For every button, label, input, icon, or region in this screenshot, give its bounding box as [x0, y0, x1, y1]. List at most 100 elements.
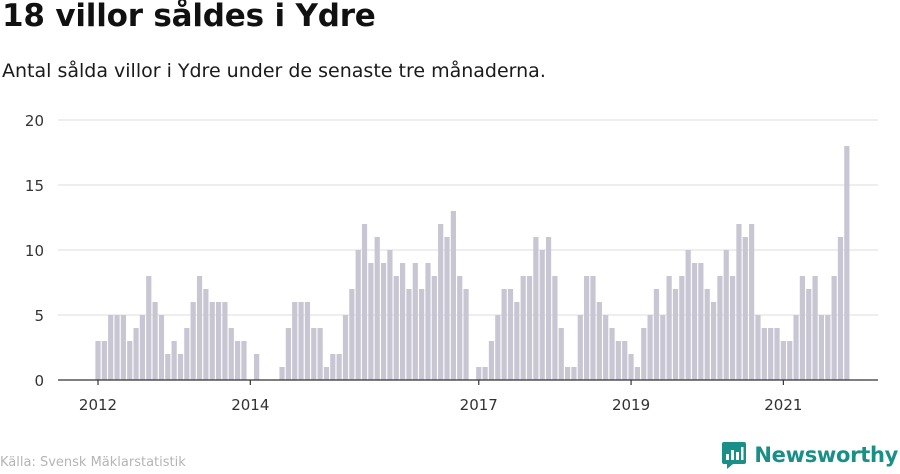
y-tick-label: 20	[25, 112, 44, 130]
bar	[241, 341, 247, 380]
bar	[641, 328, 647, 380]
bar	[736, 224, 742, 380]
bar	[254, 354, 260, 380]
highlight-value-label: 18	[843, 0, 863, 4]
bar	[514, 302, 520, 380]
bar	[171, 341, 177, 380]
bar	[672, 289, 679, 380]
bar	[349, 289, 355, 380]
bar	[622, 341, 628, 380]
bar	[628, 354, 634, 380]
bar	[545, 237, 552, 380]
y-tick-label: 10	[25, 242, 44, 260]
bar	[342, 315, 349, 380]
x-tick-label: 2017	[460, 396, 498, 414]
brand-name: Newsworthy	[754, 443, 898, 467]
x-tick-label: 2019	[612, 396, 650, 414]
x-tick-label: 2021	[764, 396, 802, 414]
bar	[387, 250, 393, 380]
bar	[653, 289, 660, 380]
bar	[603, 315, 609, 380]
bar	[533, 237, 539, 380]
bar	[539, 250, 545, 380]
bar	[101, 341, 107, 380]
bar	[742, 237, 748, 380]
bar	[158, 315, 165, 380]
bar	[558, 328, 564, 380]
bar	[679, 276, 685, 380]
bar	[108, 315, 114, 380]
bar	[787, 341, 793, 380]
bar	[463, 289, 469, 380]
bar	[127, 341, 133, 380]
bar	[501, 289, 507, 380]
bar	[317, 328, 323, 380]
bar	[425, 263, 431, 380]
source-note: Källa: Svensk Mäklarstatistik	[0, 455, 186, 470]
bar	[507, 289, 514, 380]
y-tick-label: 5	[34, 307, 44, 325]
bar	[761, 328, 767, 380]
bar	[457, 276, 463, 380]
bar	[704, 289, 710, 380]
page-title: 18 villor såldes i Ydre	[2, 0, 376, 34]
bar	[552, 276, 558, 380]
bar	[590, 276, 596, 380]
bar	[495, 315, 501, 380]
bar	[647, 315, 653, 380]
bar	[774, 328, 780, 380]
bar	[323, 367, 330, 380]
bar	[228, 328, 234, 380]
newsworthy-icon	[722, 442, 747, 469]
bar	[685, 250, 691, 380]
bar	[730, 276, 736, 380]
bar	[780, 341, 786, 380]
bar	[565, 367, 571, 380]
bar	[482, 367, 488, 380]
bar	[609, 328, 615, 380]
bar	[279, 367, 285, 380]
bar	[710, 302, 717, 380]
bar	[133, 328, 139, 380]
bar	[812, 276, 818, 380]
bar	[177, 354, 184, 380]
bar	[768, 328, 774, 380]
bar	[361, 224, 368, 380]
bar	[831, 276, 837, 380]
bar	[844, 146, 850, 380]
y-tick-label: 15	[25, 177, 44, 195]
bar	[393, 276, 399, 380]
bar	[412, 263, 418, 380]
bar	[488, 341, 495, 380]
y-tick-label: 0	[34, 372, 44, 390]
bar	[235, 341, 241, 380]
bar	[298, 302, 304, 380]
bar	[806, 289, 812, 380]
bar	[749, 224, 755, 380]
bar	[526, 276, 533, 380]
newsworthy-logo[interactable]: Newsworthy	[721, 440, 898, 470]
bar	[380, 263, 387, 380]
bar	[190, 302, 196, 380]
bar	[615, 341, 621, 380]
bar	[336, 354, 342, 380]
x-tick-label: 2012	[79, 396, 117, 414]
bar	[584, 276, 590, 380]
bar	[406, 289, 412, 380]
bar	[203, 289, 209, 380]
bar	[444, 237, 450, 380]
bar	[374, 237, 380, 380]
bar	[419, 289, 425, 380]
bar	[755, 315, 761, 380]
bar	[793, 315, 799, 380]
bar	[660, 315, 666, 380]
bar	[450, 211, 456, 380]
bar	[438, 224, 444, 380]
bar	[837, 237, 844, 380]
bar	[209, 302, 215, 380]
bar	[215, 302, 222, 380]
bar-chart: 0 5 10 15 20 2012 2014 2017 2019 2021 18	[25, 0, 878, 414]
bar	[400, 263, 406, 380]
bar	[577, 315, 583, 380]
bar	[520, 276, 526, 380]
